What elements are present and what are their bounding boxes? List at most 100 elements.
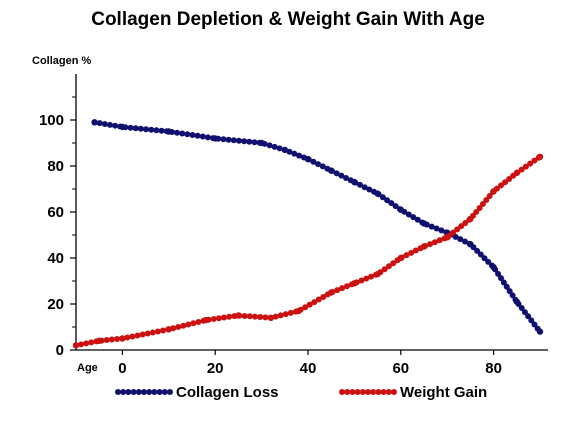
series-dot (476, 204, 483, 211)
series-dot (384, 197, 391, 204)
series-dot (479, 200, 486, 207)
series-dot (431, 239, 438, 246)
data-point (420, 220, 428, 227)
series-dot (486, 193, 493, 200)
series-layer (72, 119, 544, 349)
series-dot (485, 258, 492, 265)
chart-title: Collagen Depletion & Weight Gain With Ag… (91, 9, 485, 30)
data-point (119, 335, 126, 342)
series-dot (503, 283, 510, 290)
series-dot (502, 179, 509, 186)
data-point (536, 328, 544, 335)
legend-dot (146, 389, 153, 395)
series-dot (251, 139, 258, 146)
series-dot (509, 292, 516, 299)
data-point (295, 307, 302, 315)
legend-dot (385, 389, 392, 395)
series-dot (338, 172, 345, 179)
series-dot (129, 333, 136, 340)
legend-dot (167, 389, 173, 395)
data-point (235, 312, 242, 319)
y-tick-label: 20 (47, 296, 64, 313)
legend-dot (161, 389, 168, 395)
series-dot (88, 339, 95, 346)
series-dot (179, 130, 186, 137)
series-dot (252, 313, 259, 320)
legend-dot (380, 389, 387, 395)
data-point (467, 241, 474, 248)
series-dot (266, 142, 273, 149)
series-dot (333, 170, 340, 177)
series-dot (241, 312, 248, 319)
series-dot (521, 309, 528, 316)
data-point (91, 119, 98, 126)
series-dot (153, 127, 160, 134)
x-tick-label: 80 (485, 360, 502, 377)
data-point (374, 270, 381, 278)
series-dot (528, 317, 535, 324)
series-dot (194, 132, 201, 139)
x-tick-label: 60 (392, 360, 409, 377)
legend-dot (370, 389, 377, 395)
series-dot (246, 138, 253, 145)
series-dot (339, 285, 346, 292)
series-dot (78, 341, 85, 348)
series-dot (403, 252, 410, 259)
series-dot (174, 129, 181, 136)
data-point (202, 316, 210, 324)
series-dot (148, 126, 155, 133)
legend-marker-weight-gain (339, 389, 397, 395)
legend-dot (375, 389, 382, 395)
series-dot (225, 136, 232, 143)
series-dot (379, 194, 386, 201)
legend-label-weight-gain: Weight Gain (400, 384, 487, 401)
data-point (258, 139, 265, 147)
series-dot (149, 329, 156, 336)
series-dot (410, 214, 417, 221)
series-dot (291, 150, 298, 157)
series-dot (454, 226, 461, 233)
data-point (397, 206, 404, 213)
data-point (444, 234, 451, 241)
series-dot (319, 163, 326, 170)
series-dot (495, 270, 502, 277)
series-dot (438, 227, 445, 234)
series-dot (199, 133, 206, 140)
data-point (165, 326, 172, 333)
data-point (351, 178, 358, 186)
data-point (304, 155, 312, 163)
series-dot (315, 296, 322, 303)
legend-dot (135, 389, 142, 395)
series-dot (474, 247, 481, 254)
series-dot (143, 126, 150, 133)
series-dot (412, 247, 419, 254)
series-dot (287, 309, 294, 316)
series-dot (137, 125, 144, 132)
series-dot (525, 313, 532, 320)
series-dot (257, 314, 264, 321)
series-dot (381, 266, 388, 273)
series-dot (210, 315, 217, 322)
series-dot (277, 312, 284, 319)
series-dot (531, 321, 538, 328)
series-dot (96, 120, 103, 127)
series-dot (235, 137, 242, 144)
data-point (328, 289, 335, 296)
series-dot (184, 131, 191, 138)
series-dot (226, 313, 233, 320)
series-dot (154, 328, 161, 335)
series-dot (385, 263, 392, 270)
data-point (351, 280, 358, 287)
legend-marker-collagen-loss (115, 389, 173, 395)
y-tick-label: 0 (56, 342, 64, 359)
legend-dot (125, 389, 132, 395)
y-tick-label: 80 (47, 158, 64, 175)
series-dot (189, 132, 196, 139)
data-point (72, 342, 80, 349)
series-dot (361, 184, 368, 191)
legend-dot (344, 389, 351, 395)
data-point (281, 146, 288, 154)
series-dot (343, 283, 350, 290)
series-dot (103, 337, 110, 344)
series-dot (83, 340, 90, 347)
